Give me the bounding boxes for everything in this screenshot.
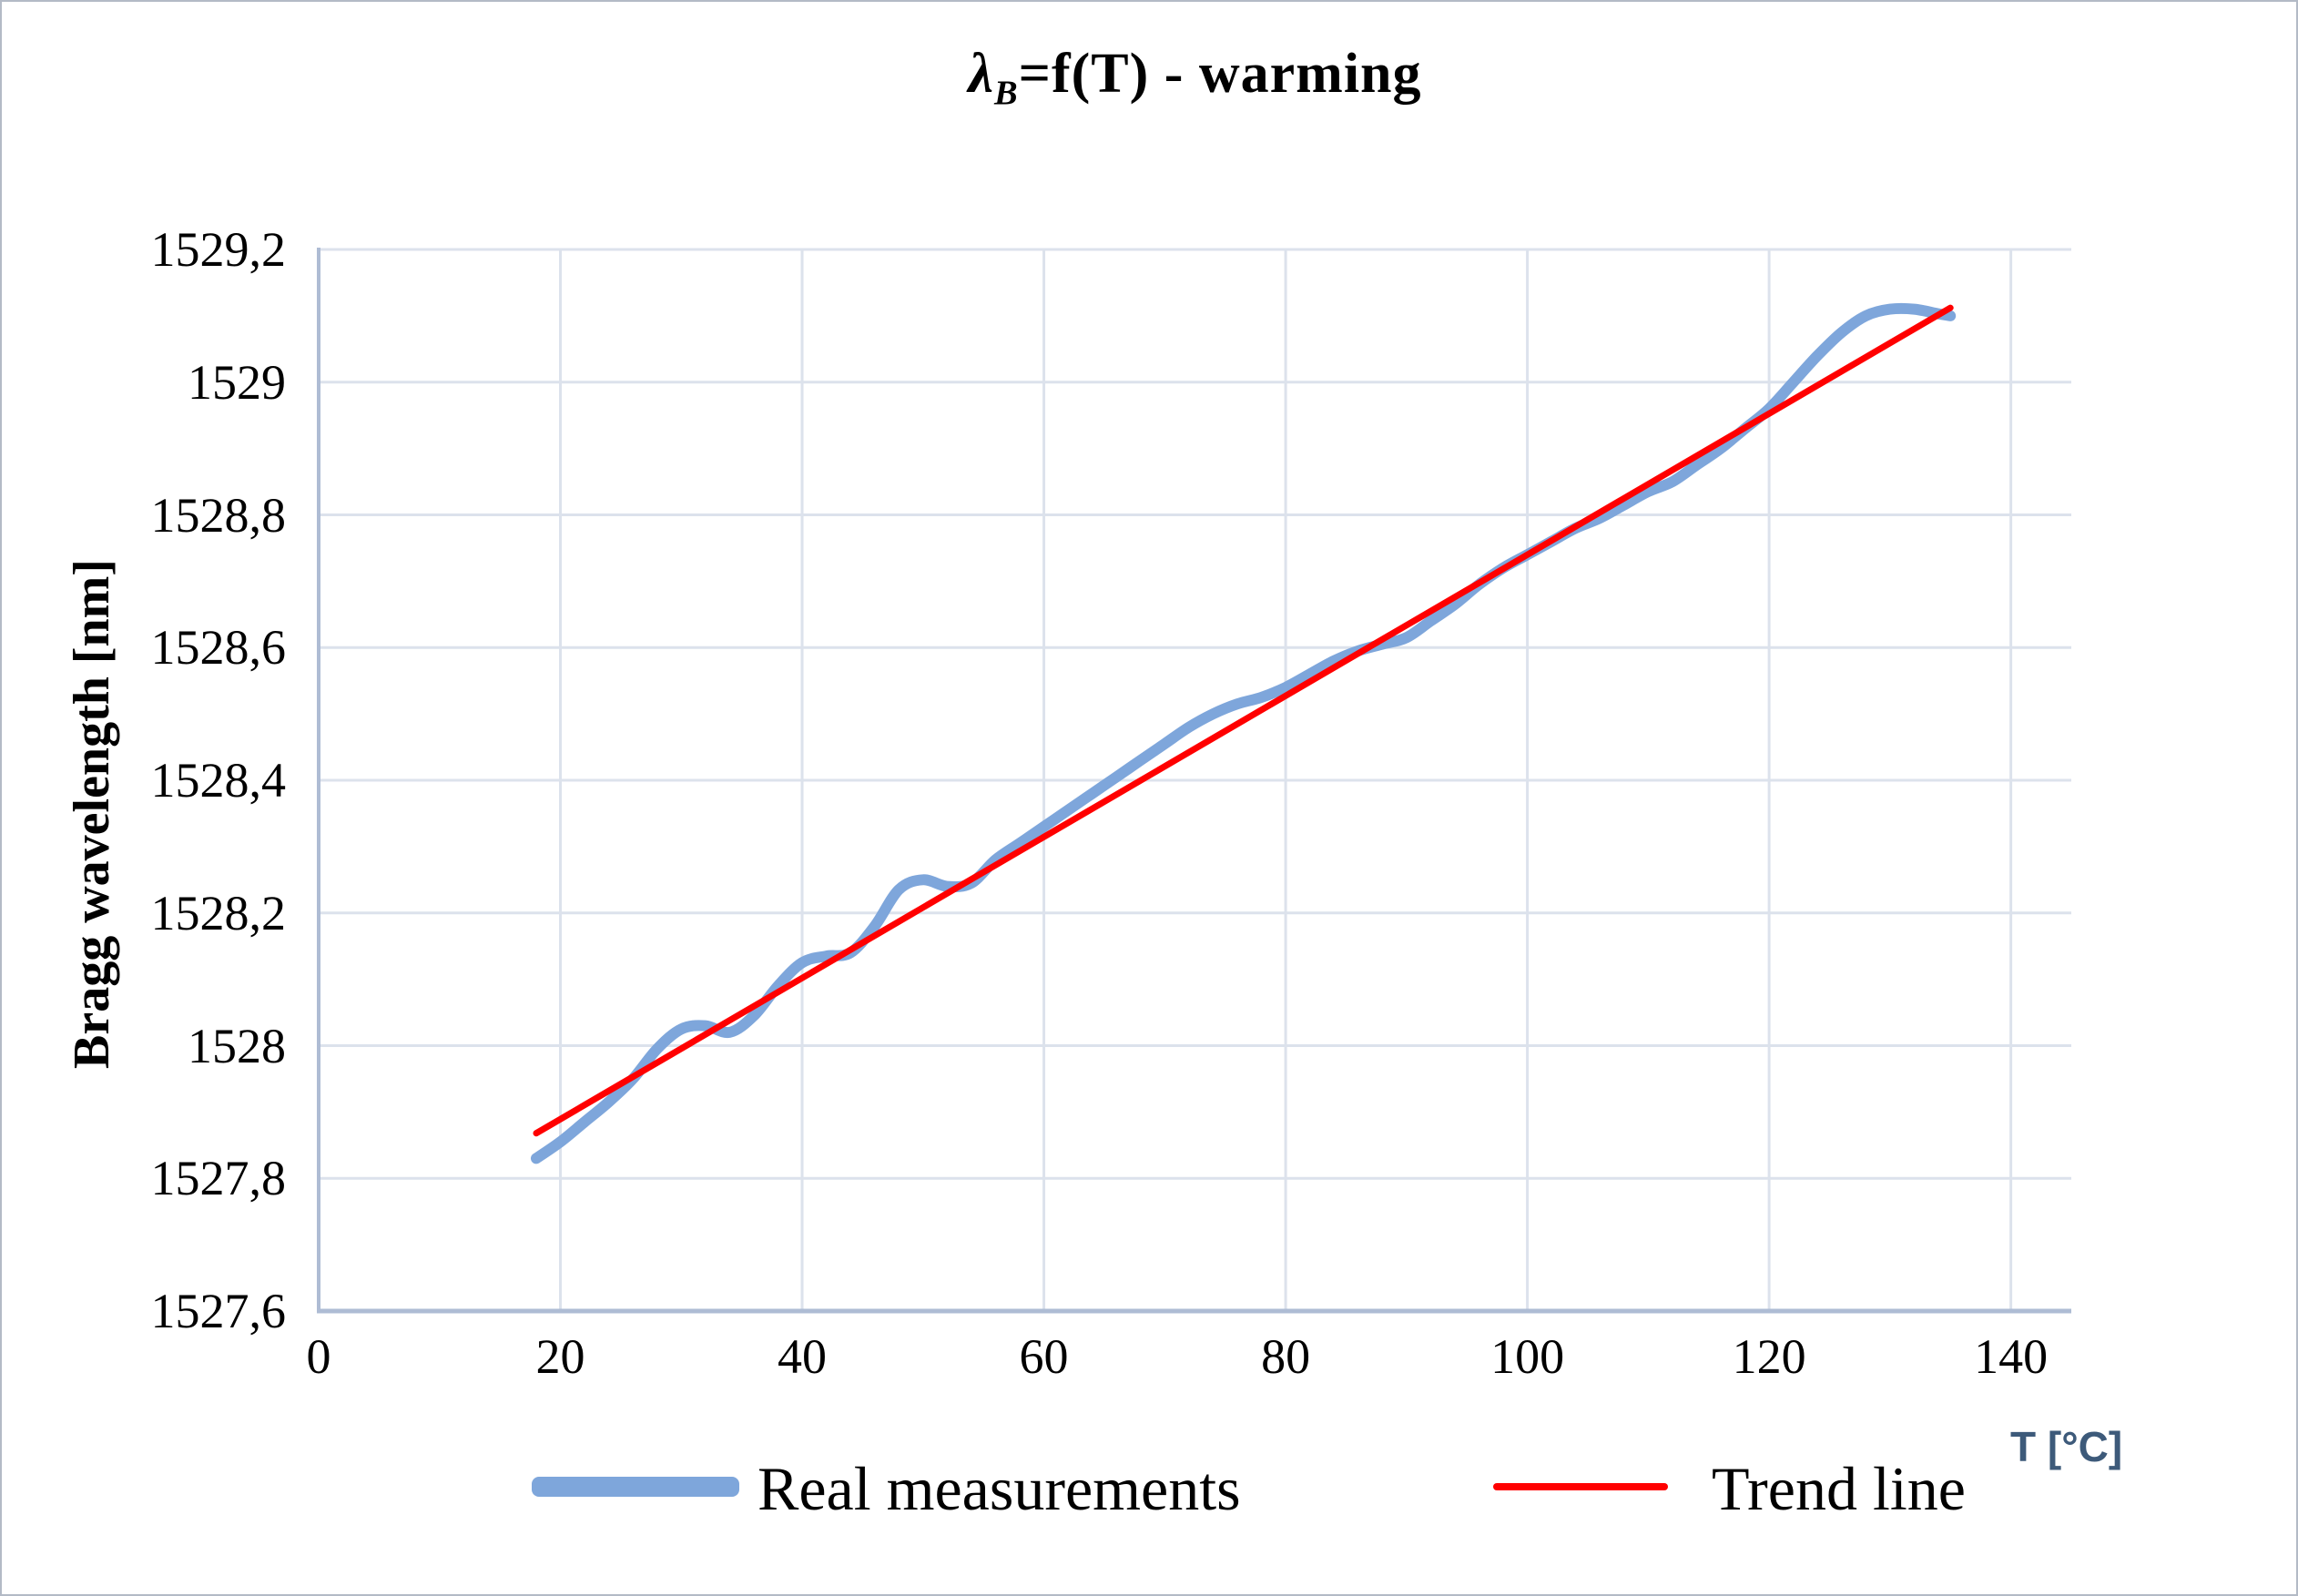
trend-line-line: [533, 304, 1954, 1137]
x-tick-label: 100: [1490, 1329, 1565, 1384]
x-tick-label: 40: [778, 1329, 828, 1384]
chart-title: λB=f(T) - warming: [319, 42, 2071, 113]
y-tick-label: 1529,2: [150, 222, 287, 277]
x-tick-label: 80: [1261, 1329, 1311, 1384]
y-tick-label: 1527,6: [150, 1284, 287, 1338]
legend-label-real-measurements: Real measurements: [758, 1454, 1241, 1523]
y-tick-label: 1527,8: [150, 1151, 287, 1206]
legend-label-trend-line: Trend line: [1712, 1454, 1966, 1523]
x-tick-label: 140: [1974, 1329, 2049, 1384]
legend-swatch-trend-line: [1493, 1483, 1668, 1490]
y-tick-label: 1529: [188, 354, 286, 410]
y-tick-label: 1528,6: [150, 620, 287, 676]
x-tick-label: 120: [1732, 1329, 1806, 1384]
x-tick-label: 60: [1019, 1329, 1069, 1384]
y-tick-label: 1528,2: [150, 885, 287, 940]
x-axis-unit-label: T [°C]: [2010, 1423, 2123, 1470]
legend-swatch-real-measurements: [532, 1477, 739, 1497]
real-measurements-line: [530, 302, 1957, 1164]
x-tick-label: 0: [306, 1329, 331, 1384]
y-tick-label: 1528,8: [150, 487, 287, 543]
y-tick-label: 1528,4: [150, 753, 287, 808]
chart-title-subscript: B: [993, 74, 1019, 113]
chart-title-lambda: λ: [968, 43, 994, 105]
chart-title-text: =f(T) - warming: [1018, 43, 1422, 105]
y-tick-label: 1528: [188, 1018, 286, 1073]
x-tick-label: 20: [535, 1329, 585, 1384]
